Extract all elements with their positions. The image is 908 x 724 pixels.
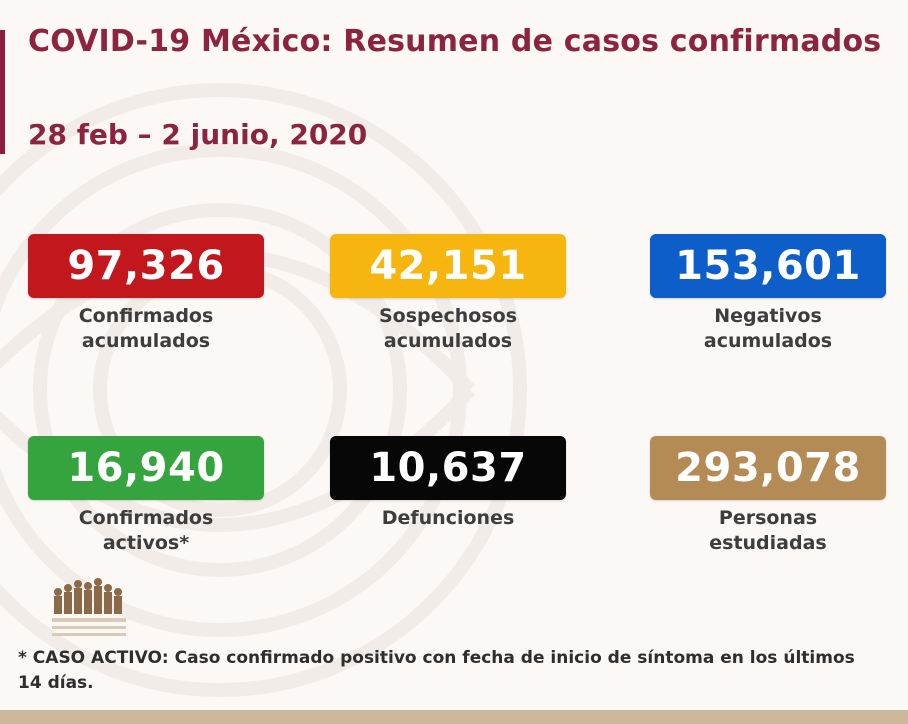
stat-value: 42,151 xyxy=(330,234,566,298)
stat-card-sospechosos: 42,151 Sospechosos acumulados xyxy=(330,234,566,354)
stat-label: Personas estudiadas xyxy=(709,507,827,554)
stat-card-defunciones: 10,637 Defunciones xyxy=(330,436,566,531)
left-accent-bar xyxy=(0,30,5,154)
stat-card-confirmados: 97,326 Confirmados acumulados xyxy=(28,234,264,354)
stat-label: Negativos acumulados xyxy=(703,305,833,352)
government-logo-icon xyxy=(52,578,126,636)
stat-value: 153,601 xyxy=(650,234,886,298)
stat-label: Defunciones xyxy=(381,507,515,529)
stat-card-activos: 16,940 Confirmados activos* xyxy=(28,436,264,556)
page-title: COVID-19 México: Resumen de casos confir… xyxy=(28,24,882,59)
date-range: 28 feb – 2 junio, 2020 xyxy=(28,118,368,151)
footnote: * CASO ACTIVO: Caso confirmado positivo … xyxy=(18,648,855,693)
stat-label: Sospechosos acumulados xyxy=(378,305,518,352)
stat-value: 97,326 xyxy=(28,234,264,298)
stat-label: Confirmados acumulados xyxy=(78,305,214,352)
stat-value: 16,940 xyxy=(28,436,264,500)
stat-value: 293,078 xyxy=(650,436,886,500)
stat-card-negativos: 153,601 Negativos acumulados xyxy=(650,234,886,354)
stat-value: 10,637 xyxy=(330,436,566,500)
stat-card-estudiadas: 293,078 Personas estudiadas xyxy=(650,436,886,556)
stat-label: Confirmados activos* xyxy=(78,507,214,554)
bottom-bar xyxy=(0,710,908,724)
